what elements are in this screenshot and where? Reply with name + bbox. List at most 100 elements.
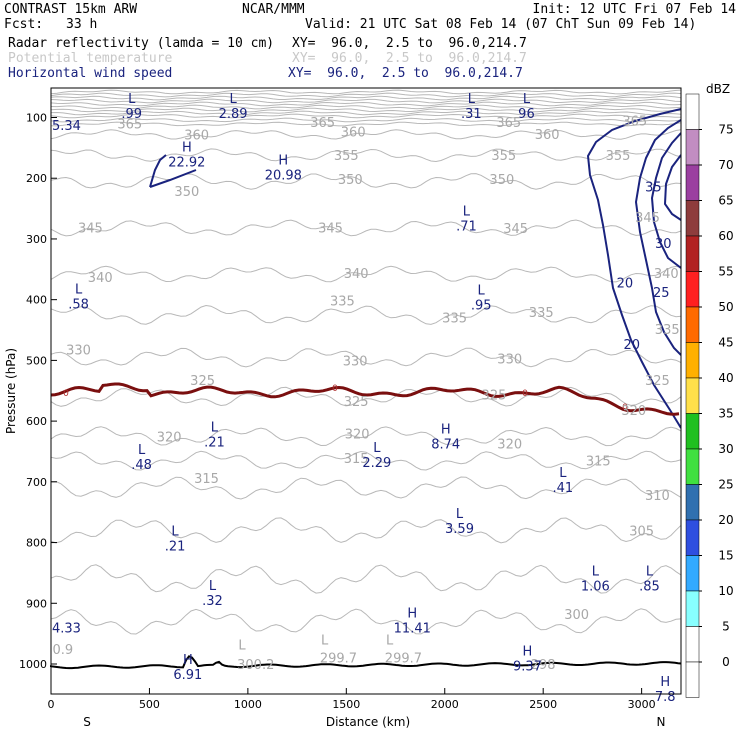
theta-label: 345 [503, 222, 528, 237]
wind-extremum-marker: H [182, 141, 192, 156]
colorbar-level-label: 20 [718, 513, 733, 527]
wind-extremum-value: 9.37 [513, 660, 542, 675]
y-axis-title: Pressure (hPa) [4, 348, 18, 434]
colorbar-swatch [685, 626, 700, 663]
x-tick-label: 0 [48, 698, 55, 711]
wind-contour [586, 108, 681, 429]
wind-contour [149, 154, 167, 188]
theta-label: 300 [564, 608, 589, 623]
theta-label: 330 [497, 353, 522, 368]
theta-label: 335 [442, 311, 467, 326]
theta-contour [51, 426, 681, 447]
axes-group: 0 500 1000 1500 2000 2500 30001002003004005006… [4, 87, 682, 729]
colorbar-level-label: 75 [718, 123, 733, 137]
theta-label: 345 [78, 221, 103, 236]
theta-label: 315 [586, 455, 611, 470]
wind-extremum-value: .31 [461, 107, 482, 122]
theta-label: 315 [344, 452, 369, 467]
wind-extremum-marker: H [183, 653, 193, 668]
x-tick-label: 2500 [529, 698, 557, 711]
colorbar-swatch [685, 448, 700, 485]
theta-label: 365 [496, 116, 521, 131]
colorbar-level-label: 5 [722, 620, 730, 634]
theta-contour [51, 98, 681, 104]
colorbar-swatch [685, 484, 700, 521]
theta-label: 0.9 [52, 643, 73, 658]
south-label: S [83, 715, 91, 729]
field-reflectivity-xy: XY= 96.0, 2.5 to 96.0,214.7 [292, 36, 527, 51]
theta-label: 365 [117, 118, 142, 133]
x-tick-label: 2000 [431, 698, 459, 711]
y-tick-label: 400 [26, 294, 47, 307]
theta-label: 305 [629, 524, 654, 539]
theta-label: 300.2 [237, 658, 274, 673]
field-wind-xy: XY= 96.0, 2.5 to 96.0,214.7 [288, 66, 523, 81]
colorbar-swatch [685, 306, 700, 343]
theta-label: 355 [334, 149, 359, 164]
theta-label: 320 [497, 438, 522, 453]
field-theta-xy: XY= 96.0, 2.5 to 96.0,214.7 [292, 51, 527, 66]
theta-contour [51, 121, 681, 127]
colorbar-level-label: 50 [718, 300, 733, 314]
wind-extremum-value: .71 [456, 219, 477, 234]
theta-contour [51, 450, 681, 471]
y-tick-label: 1000 [19, 658, 47, 671]
colorbar-swatch [685, 235, 700, 272]
theta-label: 360 [535, 128, 560, 143]
colorbar-level-label: 45 [718, 336, 733, 350]
theta-contour [51, 148, 681, 163]
colorbar-swatch [685, 590, 700, 627]
north-label: N [657, 715, 666, 729]
wind-contour [634, 119, 681, 356]
theta-label: 365 [310, 116, 335, 131]
colorbar-level-label: 40 [718, 371, 733, 385]
theta-label: 335 [529, 306, 554, 321]
wind-extremum-value: .58 [68, 298, 89, 313]
y-tick-label: 700 [26, 476, 47, 489]
theta-minimum-marker: L [321, 634, 329, 649]
colorbar-swatch [685, 342, 700, 379]
wind-extremum-value: 1.06 [581, 579, 610, 594]
wind-extremum-value: 11.41 [394, 621, 431, 636]
terrain-group [50, 655, 682, 670]
y-tick-label: 800 [26, 537, 47, 550]
wind-contour-label: 30 [655, 237, 672, 252]
zero-isotherm-label: 0 [332, 384, 338, 394]
wind-extremum-marker: L [138, 443, 146, 458]
theta-contour [51, 95, 681, 101]
colorbar-swatch [685, 555, 700, 592]
theta-label: 310 [645, 489, 670, 504]
wind-extremum-value: .21 [165, 539, 186, 554]
wind-extremum-value: 5.34 [52, 119, 81, 134]
theta-label: 340 [654, 267, 679, 282]
theta-label: 299.7 [320, 651, 357, 666]
wind-extremum-marker: L [128, 92, 136, 107]
theta-contour [51, 517, 681, 544]
theta-label: 330 [343, 354, 368, 369]
x-tick-label: 1000 [234, 698, 262, 711]
theta-label: 355 [606, 149, 631, 164]
theta-label: 330 [66, 343, 91, 358]
wind-contour-label: 20 [617, 277, 634, 292]
wind-extremum-marker: L [592, 564, 600, 579]
theta-contour [51, 117, 681, 123]
y-tick-label: 300 [26, 233, 47, 246]
wind-extremum-value: 96 [518, 107, 535, 122]
valid-time: Valid: 21 UTC Sat 08 Feb 14 (07 ChT Sun … [305, 17, 697, 32]
theta-label: 345 [635, 211, 660, 226]
theta-label: 335 [330, 294, 355, 309]
field-reflectivity-name: Radar reflectivity (lamda = 10 cm) [8, 36, 275, 51]
theta-label: 350 [338, 173, 363, 188]
wind-extremum-value: 6.91 [173, 668, 202, 683]
theta-contour [51, 110, 681, 116]
colorbar-level-label: 25 [718, 478, 733, 492]
colorbar-swatch [685, 377, 700, 414]
wind-extremum-marker: L [171, 524, 179, 539]
wind-contour-lines [149, 108, 681, 429]
theta-contour-lines [51, 89, 681, 635]
theta-contour [51, 347, 681, 368]
colorbar-swatch [685, 129, 700, 166]
wind-extremum-value: .95 [471, 298, 492, 313]
